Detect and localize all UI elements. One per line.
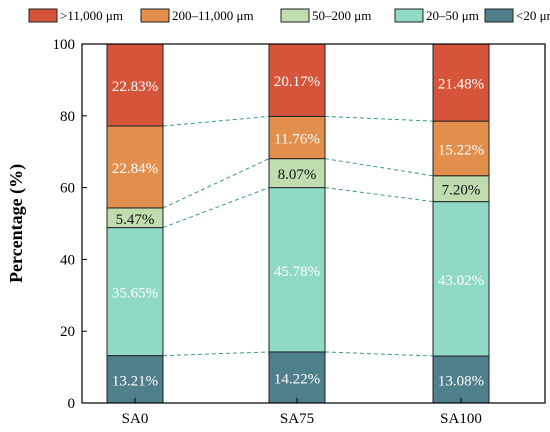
data-label: 45.78% [274, 264, 320, 280]
y-tick-label: 80 [60, 109, 75, 125]
x-tick-label: SA100 [440, 411, 482, 427]
data-label: 21.48% [438, 77, 484, 93]
data-label: 22.83% [112, 79, 158, 95]
legend-swatch [484, 8, 514, 23]
connector-line [324, 158, 434, 177]
bar-segment [268, 187, 326, 353]
y-axis-label: Percentage (%) [6, 164, 27, 283]
bar-segment [432, 43, 490, 122]
bars: 13.21% 14.22% 13.08% 35.65% 45.78% 43.02% 5.47… [106, 43, 490, 404]
data-label: 15.22% [438, 142, 484, 158]
bar-segment [106, 125, 164, 209]
connector-line [162, 187, 270, 229]
axes: 0 20 40 60 80 100 SA0 SA75 SA100 [53, 37, 546, 427]
connector-line [324, 351, 434, 357]
data-label: 20.17% [274, 74, 320, 90]
legend-swatch [280, 8, 310, 23]
legend-label: 20–50 μm [426, 8, 479, 23]
data-label: 8.07% [278, 167, 317, 183]
data-label: 7.20% [442, 183, 481, 199]
data-label: 11.76% [274, 132, 320, 148]
legend-swatch [394, 8, 424, 23]
x-tick-label: SA75 [280, 411, 314, 427]
bar-segment [106, 43, 164, 127]
data-label: 13.08% [438, 374, 484, 390]
legend-label: 50–200 μm [312, 8, 371, 23]
bar-segment [268, 115, 326, 160]
bar-segment [432, 355, 490, 404]
connector-line [162, 158, 270, 209]
bar-segment [432, 175, 490, 203]
bar-segment [268, 43, 326, 117]
connector-line [324, 115, 434, 122]
legend: >11,000 μm 200–11,000 μm 50–200 μm 20–50 μm… [28, 8, 550, 23]
bar-segment [106, 227, 164, 357]
y-tick-label: 100 [53, 37, 76, 53]
connector-line [162, 115, 270, 127]
y-tick-label: 20 [60, 324, 75, 340]
legend-swatch [28, 8, 58, 23]
y-tick-label: 40 [60, 252, 75, 268]
plot-frame [81, 43, 546, 404]
x-tick-label: SA0 [122, 411, 149, 427]
y-tick-label: 60 [60, 181, 75, 197]
bar-segment [106, 355, 164, 404]
legend-label: >11,000 μm [60, 8, 123, 23]
data-label: 5.47% [116, 212, 155, 228]
connector-line [162, 351, 270, 357]
data-label: 14.22% [274, 371, 320, 387]
y-tick-label: 0 [68, 396, 76, 412]
bar-segment [268, 158, 326, 189]
data-label: 35.65% [112, 286, 158, 302]
connector-line [324, 187, 434, 203]
data-label: 13.21% [112, 373, 158, 389]
legend-label: <20 μm [516, 8, 550, 23]
data-label: 43.02% [438, 273, 484, 289]
bar-segment [432, 120, 490, 177]
legend-label: 200–11,000 μm [172, 8, 254, 23]
legend-swatch [140, 8, 170, 23]
bar-segment [432, 201, 490, 357]
data-label: 22.84% [112, 161, 158, 177]
